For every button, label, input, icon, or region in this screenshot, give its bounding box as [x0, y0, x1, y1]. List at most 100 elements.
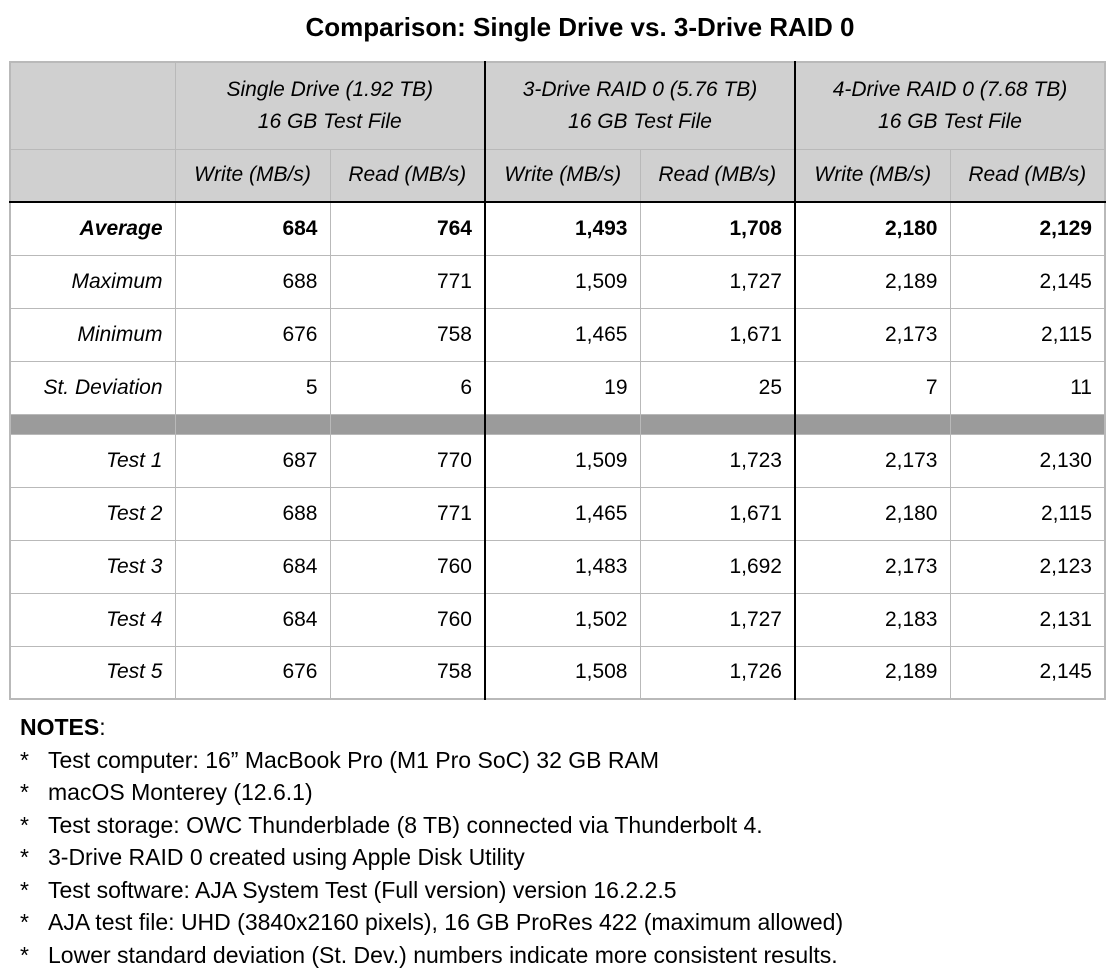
value-cell: 684	[174, 201, 331, 256]
group-header-line2: 16 GB Test File	[568, 109, 712, 133]
row-label: Test 5	[9, 645, 176, 700]
summary-row-average: Average 684 764 1,493 1,708 2,180 2,129	[9, 201, 1106, 256]
value-cell: 2,183	[794, 592, 951, 647]
test-row: Test 1 687 770 1,509 1,723 2,173 2,130	[9, 433, 1106, 488]
value-cell: 688	[174, 254, 331, 309]
group-header-line1: 4-Drive RAID 0 (7.68 TB)	[832, 77, 1068, 101]
bullet-star: *	[20, 811, 29, 838]
value-cell: 7	[794, 360, 951, 415]
note-text: Test software: AJA System Test (Full ver…	[48, 876, 677, 903]
value-cell: 1,483	[484, 539, 641, 594]
value-cell: 676	[174, 307, 331, 362]
notes-heading: NOTES	[20, 714, 100, 740]
row-label: Test 4	[9, 592, 176, 647]
note-text: Test computer: 16” MacBook Pro (M1 Pro S…	[48, 746, 659, 773]
value-cell: 1,723	[639, 433, 796, 488]
note-item: * Test computer: 16” MacBook Pro (M1 Pro …	[20, 744, 1110, 777]
value-cell: 760	[329, 592, 486, 647]
group-header-3-drive-raid: 3-Drive RAID 0 (5.76 TB) 16 GB Test File	[484, 61, 796, 150]
value-cell: 2,180	[794, 486, 951, 541]
value-cell: 1,508	[484, 645, 641, 700]
row-label: Test 3	[9, 539, 176, 594]
value-cell: 1,671	[639, 307, 796, 362]
value-cell: 5	[174, 360, 331, 415]
value-cell: 684	[174, 592, 331, 647]
corner-cell	[9, 148, 176, 203]
note-text: Lower standard deviation (St. Dev.) numb…	[48, 941, 838, 968]
value-cell: 2,115	[949, 486, 1106, 541]
value-cell: 760	[329, 539, 486, 594]
metric-header-cell: Write (MB/s)	[174, 148, 331, 203]
comparison-table: Single Drive (1.92 TB) 16 GB Test File 3…	[9, 61, 1106, 700]
bullet-star: *	[20, 909, 29, 935]
note-item: * Test software: AJA System Test (Full ve…	[20, 874, 1110, 907]
notes-heading-line: NOTES:	[20, 711, 1110, 744]
metric-header-cell: Write (MB/s)	[484, 148, 641, 203]
summary-row-maximum: Maximum 688 771 1,509 1,727 2,189 2,145	[9, 254, 1106, 309]
value-cell: 771	[329, 254, 486, 309]
note-text: 3-Drive RAID 0 created using Apple Disk …	[48, 844, 525, 870]
value-cell: 2,129	[949, 201, 1106, 256]
group-header-line2: 16 GB Test File	[878, 109, 1022, 133]
notes-section: NOTES: * Test computer: 16” MacBook Pro (…	[20, 711, 1110, 971]
separator-row	[9, 413, 1106, 435]
value-cell: 1,671	[639, 486, 796, 541]
value-cell: 2,173	[794, 307, 951, 362]
metric-header-cell: Read (MB/s)	[949, 148, 1106, 203]
value-cell: 2,180	[794, 201, 951, 256]
value-cell: 771	[329, 486, 486, 541]
value-cell: 6	[329, 360, 486, 415]
bullet-star: *	[20, 941, 29, 968]
note-item: * macOS Monterey (12.6.1)	[20, 776, 1110, 809]
row-label: Maximum	[9, 254, 176, 309]
value-cell: 1,692	[639, 539, 796, 594]
value-cell: 2,173	[794, 539, 951, 594]
metric-header-cell: Write (MB/s)	[794, 148, 951, 203]
value-cell: 1,509	[484, 254, 641, 309]
value-cell: 1,465	[484, 307, 641, 362]
value-cell: 676	[174, 645, 331, 700]
corner-cell	[9, 61, 176, 150]
note-text: AJA test file: UHD (3840x2160 pixels), 1…	[48, 909, 844, 935]
metric-header-cell: Read (MB/s)	[329, 148, 486, 203]
value-cell: 2,145	[949, 254, 1106, 309]
row-label: Test 2	[9, 486, 176, 541]
value-cell: 1,726	[639, 645, 796, 700]
test-row: Test 5 676 758 1,508 1,726 2,189 2,145	[9, 645, 1106, 700]
row-label: Minimum	[9, 307, 176, 362]
value-cell: 687	[174, 433, 331, 488]
value-cell: 1,502	[484, 592, 641, 647]
group-header-line1: Single Drive (1.92 TB)	[226, 77, 434, 101]
row-label: St. Deviation	[9, 360, 176, 415]
note-item: * Lower standard deviation (St. Dev.) num…	[20, 939, 1110, 972]
value-cell: 19	[484, 360, 641, 415]
note-text: macOS Monterey (12.6.1)	[48, 779, 313, 805]
test-row: Test 3 684 760 1,483 1,692 2,173 2,123	[9, 539, 1106, 594]
note-item: * Test storage: OWC Thunderblade (8 TB) c…	[20, 809, 1110, 842]
notes-heading-colon: :	[99, 714, 106, 740]
group-header-line1: 3-Drive RAID 0 (5.76 TB)	[522, 77, 758, 101]
row-label: Test 1	[9, 433, 176, 488]
value-cell: 758	[329, 645, 486, 700]
value-cell: 684	[174, 539, 331, 594]
value-cell: 764	[329, 201, 486, 256]
test-row: Test 2 688 771 1,465 1,671 2,180 2,115	[9, 486, 1106, 541]
value-cell: 2,123	[949, 539, 1106, 594]
page-title: Comparison: Single Drive vs. 3-Drive RAI…	[305, 12, 855, 42]
note-item: * 3-Drive RAID 0 created using Apple Disk…	[20, 841, 1110, 874]
value-cell: 2,130	[949, 433, 1106, 488]
value-cell: 2,173	[794, 433, 951, 488]
summary-row-minimum: Minimum 676 758 1,465 1,671 2,173 2,115	[9, 307, 1106, 362]
value-cell: 2,131	[949, 592, 1106, 647]
row-label: Average	[9, 201, 176, 256]
summary-row-st-deviation: St. Deviation 5 6 19 25 7 11	[9, 360, 1106, 415]
group-header-row: Single Drive (1.92 TB) 16 GB Test File 3…	[9, 61, 1106, 150]
value-cell: 758	[329, 307, 486, 362]
value-cell: 2,145	[949, 645, 1106, 700]
value-cell: 1,465	[484, 486, 641, 541]
bullet-star: *	[20, 779, 29, 805]
value-cell: 688	[174, 486, 331, 541]
metric-header-cell: Read (MB/s)	[639, 148, 796, 203]
value-cell: 2,115	[949, 307, 1106, 362]
value-cell: 770	[329, 433, 486, 488]
